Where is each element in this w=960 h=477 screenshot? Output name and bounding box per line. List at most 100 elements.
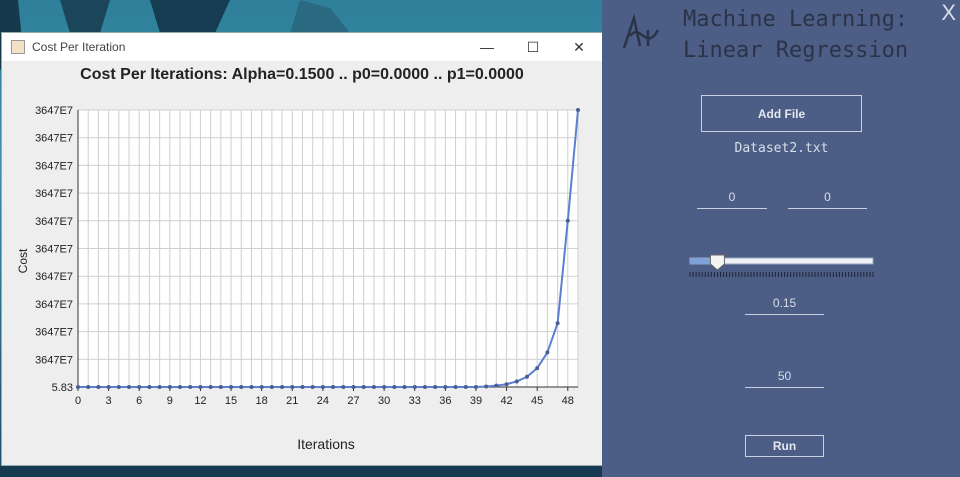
y-tick-label: 3647E7 (35, 299, 73, 311)
alpha-slider-thumb[interactable] (709, 254, 725, 271)
data-point (443, 385, 448, 389)
close-app-button[interactable]: X (941, 0, 956, 25)
app-title: Machine Learning: Linear Regression (683, 4, 908, 66)
x-axis-label: Iterations (297, 436, 355, 452)
data-point (351, 385, 356, 389)
data-point (545, 350, 550, 355)
alpha-input[interactable]: 0.15 (745, 296, 824, 315)
x-tick-label: 48 (562, 395, 574, 407)
data-point (535, 366, 540, 371)
alpha-slider[interactable] (689, 254, 875, 280)
file-name-label: Dataset2.txt (734, 141, 829, 156)
y-tick-label: 3647E7 (35, 188, 73, 200)
x-tick-label: 24 (317, 395, 329, 407)
run-button[interactable]: Run (745, 435, 824, 457)
data-point (198, 385, 203, 389)
data-point (504, 382, 509, 387)
data-point (300, 385, 305, 389)
data-point (239, 385, 244, 389)
p1-input[interactable]: 0 (788, 190, 867, 209)
data-point (433, 385, 438, 389)
x-tick-label: 3 (106, 395, 112, 407)
data-point (208, 385, 213, 389)
data-point (494, 383, 499, 388)
y-tick-label: 3647E7 (35, 216, 73, 228)
y-axis-label: Cost (16, 248, 30, 273)
app-title-line1: Machine Learning: (683, 7, 909, 32)
regression-logo-icon (622, 13, 660, 49)
data-point (137, 385, 142, 389)
data-point (157, 385, 162, 389)
data-point (484, 384, 489, 389)
data-point (524, 374, 529, 379)
java-app-icon (11, 40, 25, 54)
data-point (96, 385, 101, 389)
p0-input[interactable]: 0 (697, 190, 767, 209)
data-point (229, 385, 234, 389)
data-point (392, 385, 397, 389)
data-point (147, 385, 152, 389)
data-point (473, 385, 478, 389)
data-point (331, 385, 336, 389)
y-tick-label: 5.83 (52, 382, 73, 394)
x-tick-label: 15 (225, 395, 237, 407)
data-point (341, 385, 346, 389)
control-panel: Machine Learning: Linear Regression X Ad… (602, 0, 960, 477)
x-tick-label: 42 (500, 395, 512, 407)
data-point (290, 385, 295, 389)
data-point (361, 385, 366, 389)
data-point (280, 385, 285, 389)
data-point (167, 385, 172, 389)
x-tick-label: 36 (439, 395, 451, 407)
window-titlebar[interactable]: Cost Per Iteration — ☐ ✕ (2, 33, 602, 61)
x-tick-label: 6 (136, 395, 142, 407)
y-tick-label: 3647E7 (35, 327, 73, 339)
x-tick-label: 30 (378, 395, 390, 407)
data-point (422, 385, 427, 389)
data-point (576, 108, 580, 112)
cost-chart: 5.83 3647E7 3647E7 3647E7 3647E7 3647E7 3647E7… (16, 105, 580, 452)
maximize-button[interactable]: ☐ (526, 38, 540, 55)
data-point (86, 385, 91, 389)
minimize-button[interactable]: — (480, 39, 494, 55)
y-tick-label: 3647E7 (35, 133, 73, 145)
data-point (116, 385, 121, 389)
data-point (127, 385, 132, 389)
iterations-input[interactable]: 50 (745, 369, 824, 388)
y-tick-label: 3647E7 (35, 244, 73, 256)
data-point (76, 385, 80, 389)
data-point (412, 385, 417, 389)
data-point (269, 385, 274, 389)
chart-window: Cost Per Iteration — ☐ ✕ Cost Per Iterat… (2, 33, 602, 465)
data-point (565, 218, 570, 223)
y-tick-label: 3647E7 (35, 160, 73, 172)
window-title: Cost Per Iteration (32, 40, 126, 54)
data-point (514, 379, 519, 384)
x-tick-label: 9 (167, 395, 173, 407)
x-tick-label: 12 (194, 395, 206, 407)
y-tick-label: 3647E7 (35, 105, 73, 117)
data-point (463, 385, 468, 389)
data-point (453, 385, 458, 389)
data-point (106, 385, 111, 389)
x-tick-label: 39 (470, 395, 482, 407)
data-point (382, 385, 387, 389)
close-window-button[interactable]: ✕ (573, 38, 585, 55)
data-point (259, 385, 264, 389)
data-point (249, 385, 254, 389)
data-point (320, 385, 325, 389)
data-point (371, 385, 376, 389)
x-tick-label: 33 (409, 395, 421, 407)
add-file-button[interactable]: Add File (701, 95, 862, 132)
data-point (188, 385, 193, 389)
x-tick-label: 0 (75, 395, 81, 407)
data-point (310, 385, 315, 389)
chart-title: Cost Per Iterations: Alpha=0.1500 .. p0=… (80, 66, 524, 83)
app-title-line2: Linear Regression (683, 38, 909, 63)
x-tick-label: 27 (347, 395, 359, 407)
x-tick-label: 45 (531, 395, 543, 407)
x-tick-label: 18 (256, 395, 268, 407)
data-point (178, 385, 183, 389)
x-tick-label: 21 (286, 395, 298, 407)
y-tick-label: 3647E7 (35, 354, 73, 366)
